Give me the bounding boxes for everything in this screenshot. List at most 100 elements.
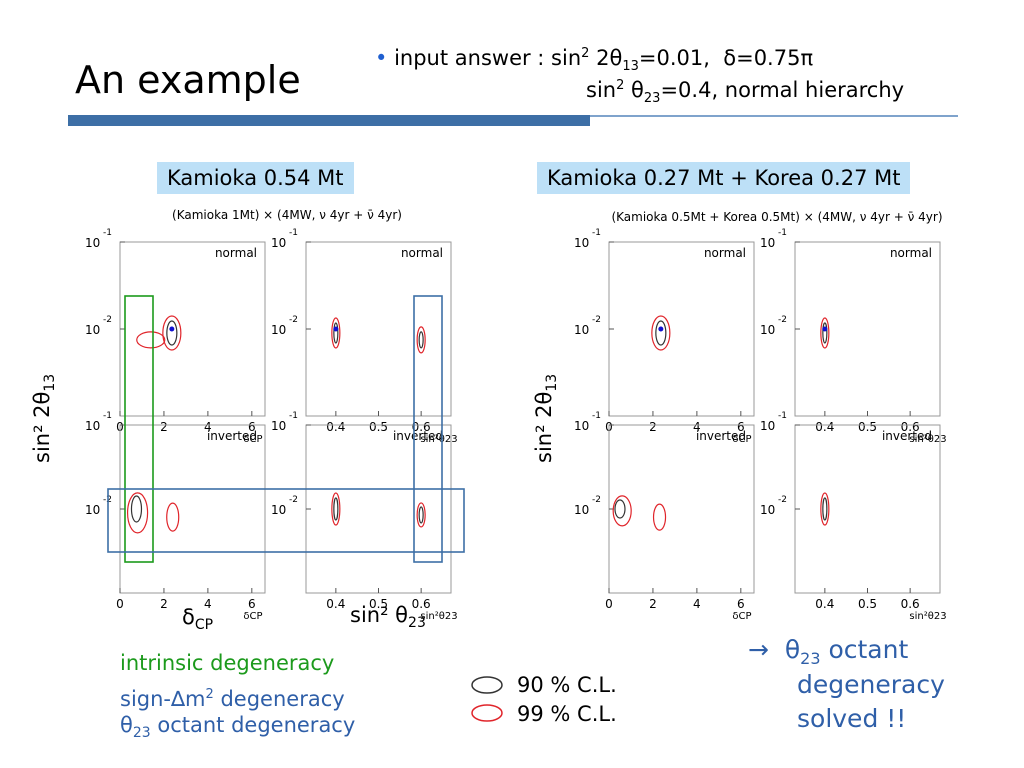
panel-title: normal (890, 246, 932, 260)
contour-99-degenerate (652, 503, 667, 531)
right-chart-subtitle: (Kamioka 0.5Mt + Korea 0.5Mt) × (4MW, ν … (611, 210, 942, 224)
x-axis-label: δCP (243, 611, 262, 622)
xlabel-delta-cp: δCP (182, 605, 213, 633)
solved-theta-sub: 23 (800, 649, 821, 668)
x-axis-label: sin²θ23 (420, 611, 457, 622)
right-detector-label: Kamioka 0.27 Mt + Korea 0.27 Mt (537, 162, 911, 194)
contour-90 (130, 495, 143, 523)
x-tick-label: 0.5 (858, 597, 877, 611)
x-tick-label: 6 (248, 420, 256, 434)
x-tick-label: 0.5 (369, 597, 388, 611)
input-line-2: sin2 θ23=0.4, normal hierarchy (586, 78, 905, 107)
contour-99-degenerate (166, 502, 180, 532)
note-octant: θ23 octant degeneracy (120, 710, 355, 749)
x-tick-label: 0.5 (858, 420, 877, 434)
left-ylabel-sub: 13 (42, 373, 59, 392)
note-sign-rest: degeneracy (213, 687, 345, 711)
x-tick-label: 0 (605, 597, 613, 611)
x-tick-label: 2 (649, 420, 657, 434)
x-axis-label: sin²θ23 (909, 434, 946, 445)
panel-title: inverted (696, 429, 746, 443)
y-tick-exponent: -2 (289, 315, 298, 325)
bullet-icon: • (375, 46, 388, 70)
note-delta-m: ∆m (171, 687, 206, 711)
x-tick-label: 2 (160, 420, 168, 434)
solved-line-3: solved !! (797, 704, 907, 733)
y-tick-label: 10 (271, 419, 286, 433)
y-tick-label: 10 (85, 236, 100, 250)
x-axis-label: δCP (243, 434, 262, 445)
x-tick-label: 4 (693, 597, 701, 611)
cl99-symbol (471, 704, 503, 722)
contour-99 (126, 492, 149, 534)
input-s13-value: =0.01, (638, 46, 710, 70)
input-prefix: input answer : sin (394, 46, 582, 70)
solved-theta: θ (784, 635, 801, 664)
y-tick-exponent: -1 (103, 411, 112, 421)
note-octant-text: octant degeneracy (150, 713, 356, 737)
contour-99 (162, 315, 182, 351)
y-tick-exponent: -1 (289, 411, 298, 421)
panel-frame (305, 241, 452, 417)
y-tick-label: 10 (574, 419, 589, 433)
x-tick-label: 0.4 (326, 420, 345, 434)
y-tick-exponent: -2 (778, 495, 787, 505)
header-divider-line (590, 115, 958, 117)
xlabel-theta-text: sin² θ (350, 603, 409, 627)
x-tick-label: 0.6 (412, 420, 431, 434)
contour-99 (820, 317, 830, 349)
y-tick-exponent: -1 (592, 228, 601, 238)
x-tick-label: 0.6 (901, 420, 920, 434)
panel-title: normal (401, 246, 443, 260)
solved-octant: octant (820, 635, 909, 664)
xlabel-sin2-theta23: sin² θ23 (350, 603, 426, 631)
y-tick-label: 10 (574, 236, 589, 250)
contour-90 (822, 322, 828, 344)
x-tick-label: 0.4 (326, 597, 345, 611)
y-tick-exponent: -1 (289, 228, 298, 238)
panel-frame (794, 241, 941, 417)
contour-90 (333, 322, 339, 344)
contour-90 (655, 320, 667, 346)
contour-99-octant (416, 502, 426, 528)
panel-title: inverted (207, 429, 257, 443)
contour-99 (820, 492, 830, 526)
y-tick-exponent: -1 (103, 228, 112, 238)
x-tick-label: 0 (116, 597, 124, 611)
contour-99 (612, 495, 632, 527)
x-tick-label: 0.5 (369, 420, 388, 434)
x-tick-label: 6 (248, 597, 256, 611)
y-tick-label: 10 (271, 503, 286, 517)
solved-line-2: degeneracy (797, 670, 945, 699)
note-sign-prefix: sign- (120, 687, 171, 711)
x-axis-label: δCP (732, 434, 751, 445)
y-tick-label: 10 (760, 419, 775, 433)
octant-degeneracy-box (413, 295, 443, 563)
true-point (658, 326, 664, 332)
note-theta-sub: 23 (132, 725, 151, 742)
cl99-label: 99 % C.L. (517, 702, 617, 726)
x-axis-label: δCP (732, 611, 751, 622)
x-tick-label: 0.6 (901, 597, 920, 611)
contour-90 (822, 497, 828, 521)
contour-99 (651, 315, 671, 351)
x-tick-label: 4 (204, 420, 212, 434)
input-delta-value: =0.75 (736, 46, 801, 70)
true-point (169, 326, 175, 332)
y-tick-label: 10 (85, 323, 100, 337)
y-tick-exponent: -2 (103, 315, 112, 325)
y-tick-exponent: -2 (592, 495, 601, 505)
contour-90 (166, 320, 178, 346)
y-tick-exponent: -1 (592, 411, 601, 421)
y-tick-label: 10 (760, 236, 775, 250)
header-divider-bar (68, 115, 590, 126)
xlabel-theta-sub: 23 (408, 615, 426, 632)
y-tick-label: 10 (574, 323, 589, 337)
panel-title: normal (704, 246, 746, 260)
right-ylabel-text: sin² 2θ (532, 391, 556, 463)
right-ylabel-sub: 13 (544, 373, 561, 392)
